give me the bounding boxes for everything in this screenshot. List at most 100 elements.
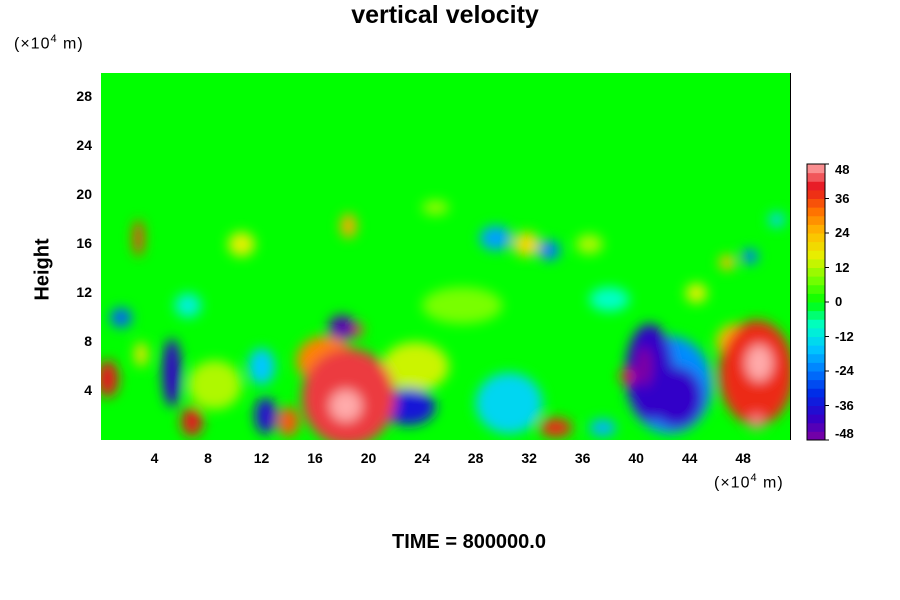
velocity-cell bbox=[589, 287, 630, 312]
colorbar-band bbox=[807, 250, 825, 260]
x-tick-label: 8 bbox=[204, 450, 212, 466]
velocity-cell bbox=[329, 389, 362, 422]
x-tick-label: 24 bbox=[414, 450, 430, 466]
colorbar bbox=[806, 163, 826, 441]
colorbar-band bbox=[807, 371, 825, 381]
colorbar-band bbox=[807, 431, 825, 441]
velocity-cell bbox=[174, 293, 202, 318]
colorbar-band bbox=[807, 362, 825, 372]
velocity-cell bbox=[575, 234, 603, 255]
colorbar-band bbox=[807, 388, 825, 398]
colorbar-band bbox=[807, 327, 825, 337]
colorbar-band bbox=[807, 267, 825, 277]
y-tick-label: 20 bbox=[76, 186, 92, 203]
velocity-cell bbox=[479, 225, 512, 251]
colorbar-tick-label: -48 bbox=[835, 426, 854, 441]
colorbar-tick-label: 12 bbox=[835, 259, 850, 275]
colorbar-tick-label: -24 bbox=[835, 363, 854, 378]
x-tick-label: 28 bbox=[467, 450, 484, 466]
velocity-cell bbox=[538, 240, 560, 261]
colorbar-tick-label: 0 bbox=[835, 294, 843, 309]
x-tick-label: 36 bbox=[574, 450, 591, 466]
x-tick-label: 20 bbox=[360, 450, 377, 466]
colorbar-band bbox=[807, 181, 825, 191]
velocity-cell bbox=[513, 232, 540, 257]
velocity-cell bbox=[422, 287, 503, 324]
y-tick-label: 8 bbox=[84, 333, 92, 350]
x-tick-label: 48 bbox=[735, 450, 751, 466]
velocity-cell bbox=[685, 283, 708, 303]
velocity-cell bbox=[328, 315, 356, 340]
colorbar-band bbox=[807, 224, 825, 234]
x-tick-label: 16 bbox=[307, 450, 323, 466]
x-tick-label: 32 bbox=[521, 450, 537, 466]
colorbar-band bbox=[807, 258, 825, 268]
colorbar-tick-label: 24 bbox=[835, 225, 850, 240]
y-tick-label: 12 bbox=[76, 284, 92, 301]
velocity-cell bbox=[745, 344, 773, 382]
velocity-cell bbox=[110, 307, 132, 328]
velocity-cell bbox=[187, 360, 242, 410]
x-tick-label: 44 bbox=[681, 450, 698, 466]
velocity-cell bbox=[101, 360, 119, 398]
velocity-cell bbox=[134, 342, 148, 367]
colorbar-band bbox=[807, 353, 825, 363]
velocity-cell bbox=[340, 213, 357, 239]
colorbar-band bbox=[807, 319, 825, 329]
colorbar-band bbox=[807, 293, 825, 303]
velocity-cell bbox=[162, 338, 182, 407]
colorbar-band bbox=[807, 405, 825, 415]
colorbar-band bbox=[807, 310, 825, 320]
velocity-cell bbox=[254, 397, 277, 434]
velocity-cell bbox=[636, 347, 653, 387]
colorbar-tick-label: -12 bbox=[835, 328, 854, 344]
x-tick-label: 12 bbox=[253, 450, 270, 466]
colorbar-band bbox=[807, 422, 825, 432]
colorbar-tick-label: 48 bbox=[835, 162, 850, 177]
y-tick-label: 28 bbox=[76, 88, 92, 105]
velocity-cell bbox=[133, 219, 144, 257]
colorbar-band bbox=[807, 276, 825, 286]
x-tick-label: 40 bbox=[628, 450, 644, 466]
velocity-cell bbox=[422, 200, 449, 215]
colorbar-band bbox=[807, 233, 825, 243]
colorbar-band bbox=[807, 379, 825, 389]
velocity-cell bbox=[768, 212, 785, 228]
colorbar-band bbox=[807, 198, 825, 208]
colorbar-band bbox=[807, 164, 825, 174]
colorbar-band bbox=[807, 345, 825, 355]
y-tick-label: 16 bbox=[76, 235, 92, 252]
velocity-cell bbox=[649, 366, 704, 428]
colorbar-band bbox=[807, 189, 825, 199]
x-unit-label: (×104 m) bbox=[714, 472, 784, 492]
x-tick-label: 4 bbox=[150, 450, 159, 466]
colorbar-band bbox=[807, 396, 825, 406]
chart-title: vertical velocity bbox=[351, 1, 539, 29]
y-unit-label: (×104 m) bbox=[14, 33, 84, 53]
colorbar-band bbox=[807, 302, 825, 312]
velocity-cell bbox=[381, 342, 449, 392]
velocity-cell bbox=[181, 406, 203, 437]
colorbar-tick-label: 36 bbox=[835, 190, 850, 206]
velocity-cell bbox=[741, 249, 758, 264]
velocity-cell bbox=[475, 372, 543, 434]
velocity-cell bbox=[589, 419, 617, 437]
y-tick-label: 4 bbox=[84, 382, 92, 399]
velocity-cell bbox=[620, 369, 634, 384]
velocity-cell bbox=[228, 232, 255, 257]
colorbar-band bbox=[807, 215, 825, 225]
velocity-cell bbox=[719, 255, 736, 270]
colorbar-band bbox=[807, 284, 825, 294]
colorbar-band bbox=[807, 336, 825, 346]
velocity-cell bbox=[748, 414, 765, 429]
colorbar-band bbox=[807, 207, 825, 217]
velocity-cell bbox=[539, 417, 572, 438]
colorbar-band bbox=[807, 241, 825, 251]
colorbar-tick-label: -36 bbox=[835, 397, 854, 413]
colorbar-band bbox=[807, 414, 825, 424]
colorbar-band bbox=[807, 172, 825, 182]
time-label: TIME = 800000.0 bbox=[392, 531, 546, 553]
velocity-cell bbox=[248, 348, 275, 385]
velocity-cell bbox=[381, 388, 436, 426]
